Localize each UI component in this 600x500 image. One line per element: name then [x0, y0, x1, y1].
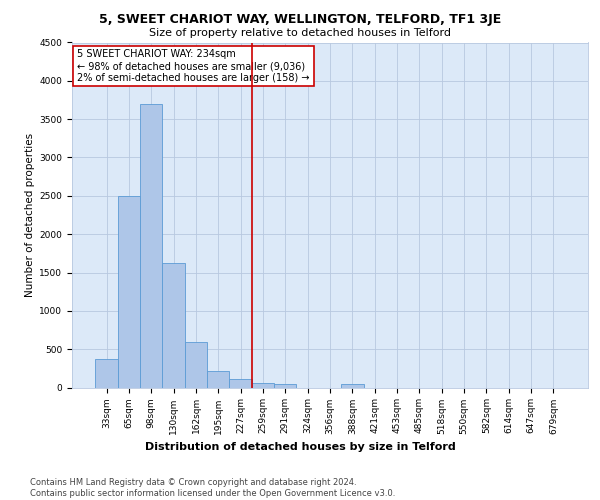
- Bar: [274, 384, 296, 388]
- Text: Distribution of detached houses by size in Telford: Distribution of detached houses by size …: [145, 442, 455, 452]
- Bar: [95, 359, 118, 388]
- Text: Size of property relative to detached houses in Telford: Size of property relative to detached ho…: [149, 28, 451, 38]
- Y-axis label: Number of detached properties: Number of detached properties: [25, 133, 35, 297]
- Text: 5 SWEET CHARIOT WAY: 234sqm
← 98% of detached houses are smaller (9,036)
2% of s: 5 SWEET CHARIOT WAY: 234sqm ← 98% of det…: [77, 50, 310, 82]
- Bar: [185, 342, 207, 388]
- Text: Contains HM Land Registry data © Crown copyright and database right 2024.
Contai: Contains HM Land Registry data © Crown c…: [30, 478, 395, 498]
- Bar: [229, 379, 252, 388]
- Bar: [252, 383, 274, 388]
- Text: 5, SWEET CHARIOT WAY, WELLINGTON, TELFORD, TF1 3JE: 5, SWEET CHARIOT WAY, WELLINGTON, TELFOR…: [99, 12, 501, 26]
- Bar: [341, 384, 364, 388]
- Bar: [207, 370, 229, 388]
- Bar: [118, 196, 140, 388]
- Bar: [140, 104, 163, 388]
- Bar: [163, 262, 185, 388]
